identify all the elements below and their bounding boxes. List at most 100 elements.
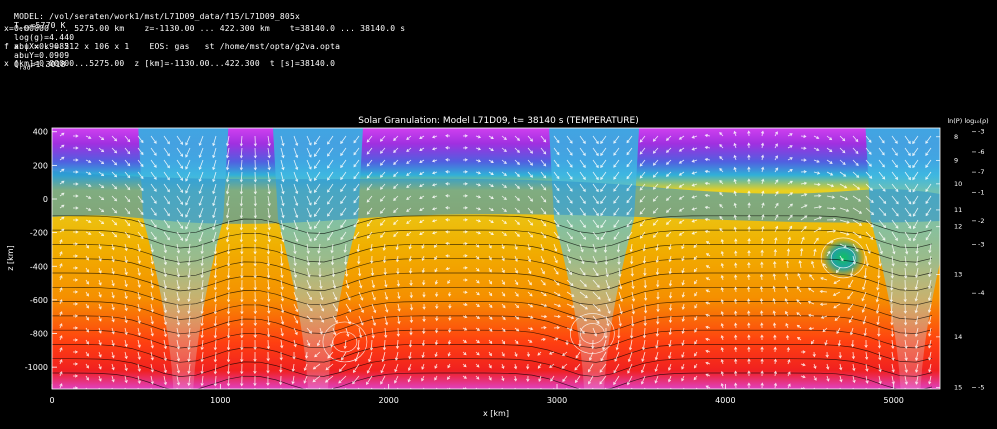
velocity-arrow [774, 225, 779, 233]
velocity-arrow [613, 207, 620, 216]
velocity-arrow [225, 183, 230, 195]
velocity-arrow [445, 242, 451, 246]
velocity-arrow [185, 195, 191, 206]
velocity-arrow [150, 135, 157, 144]
velocity-arrow [435, 303, 439, 310]
velocity-arrow [293, 147, 299, 159]
velocity-arrow [213, 255, 218, 267]
velocity-arrow [694, 315, 698, 321]
velocity-arrow [553, 135, 560, 144]
velocity-arrow [839, 231, 850, 236]
velocity-arrow [761, 190, 765, 197]
velocity-arrow [266, 339, 271, 350]
velocity-arrow [462, 363, 467, 368]
velocity-arrow [797, 273, 802, 281]
velocity-arrow [904, 351, 908, 361]
velocity-arrow [719, 203, 724, 209]
velocity-arrow [747, 274, 751, 281]
right-logrho-tick-label: -5 [978, 383, 984, 391]
velocity-arrow [839, 159, 846, 166]
velocity-arrow [72, 278, 79, 282]
velocity-arrow [626, 159, 633, 168]
y-tick-label: -200 [30, 229, 48, 238]
velocity-arrow [382, 243, 386, 251]
velocity-arrow [600, 351, 607, 362]
velocity-arrow [640, 375, 646, 385]
velocity-arrow [419, 159, 425, 164]
velocity-arrow [150, 339, 154, 349]
velocity-arrow [267, 315, 271, 326]
velocity-arrow [150, 327, 154, 337]
velocity-arrow [340, 171, 347, 181]
velocity-arrow [306, 171, 312, 182]
velocity-arrow [73, 182, 79, 186]
velocity-arrow [59, 299, 63, 305]
velocity-arrow [579, 195, 586, 205]
velocity-arrow [291, 363, 295, 372]
velocity-arrow [137, 339, 141, 348]
velocity-arrow [928, 351, 932, 361]
velocity-arrow [501, 363, 505, 370]
velocity-arrow [293, 303, 299, 313]
velocity-arrow [137, 363, 141, 372]
velocity-arrow [833, 279, 841, 284]
velocity-arrow [124, 255, 128, 264]
velocity-arrow [747, 286, 751, 293]
velocity-arrow [253, 195, 257, 207]
velocity-arrow [747, 130, 751, 137]
velocity-arrow [652, 159, 659, 166]
velocity-arrow [514, 327, 520, 332]
velocity-arrow [306, 195, 312, 206]
velocity-arrow [691, 135, 698, 139]
y-tick-label: 0 [43, 195, 48, 204]
velocity-arrow [678, 219, 685, 224]
velocity-arrow [345, 315, 351, 325]
velocity-arrow [200, 363, 204, 375]
velocity-arrow [332, 327, 337, 336]
velocity-arrow [266, 351, 270, 362]
velocity-arrow [280, 231, 285, 243]
velocity-arrow [733, 226, 737, 233]
velocity-arrow [185, 171, 191, 182]
velocity-arrow [353, 207, 360, 216]
velocity-arrow [340, 135, 347, 145]
velocity-arrow [747, 178, 751, 185]
velocity-arrow [279, 243, 284, 255]
velocity-arrow [599, 363, 607, 373]
right-logrho-tick-label: -4 [978, 289, 984, 297]
velocity-arrow [137, 195, 144, 204]
velocity-arrow [150, 279, 154, 289]
velocity-arrow [340, 207, 347, 217]
velocity-arrow [838, 351, 842, 359]
velocity-arrow [605, 291, 611, 302]
velocity-arrow [111, 327, 115, 335]
velocity-arrow [371, 279, 375, 289]
velocity-arrow [613, 171, 620, 180]
velocity-arrow [720, 298, 724, 305]
velocity-arrow [435, 315, 439, 322]
velocity-arrow [513, 363, 518, 370]
velocity-arrow [566, 183, 573, 192]
velocity-arrow [124, 183, 131, 191]
velocity-arrow [59, 335, 63, 341]
velocity-arrow [380, 207, 386, 214]
velocity-arrow [73, 218, 79, 222]
velocity-arrow [445, 158, 451, 162]
velocity-arrow [540, 207, 547, 215]
velocity-arrow [213, 303, 218, 315]
velocity-arrow [475, 387, 479, 389]
velocity-arrow [253, 363, 257, 375]
velocity-arrow [353, 135, 360, 144]
velocity-arrow [98, 195, 105, 201]
velocity-arrow [691, 195, 698, 199]
velocity-arrow [694, 291, 698, 297]
velocity-arrow [527, 171, 533, 178]
velocity-arrow [592, 303, 601, 312]
velocity-arrow [734, 370, 738, 377]
velocity-arrow [527, 159, 533, 166]
velocity-arrow [915, 351, 919, 361]
velocity-arrow [627, 375, 633, 386]
velocity-arrow [344, 255, 348, 265]
velocity-arrow [176, 351, 181, 362]
velocity-arrow [800, 350, 806, 354]
